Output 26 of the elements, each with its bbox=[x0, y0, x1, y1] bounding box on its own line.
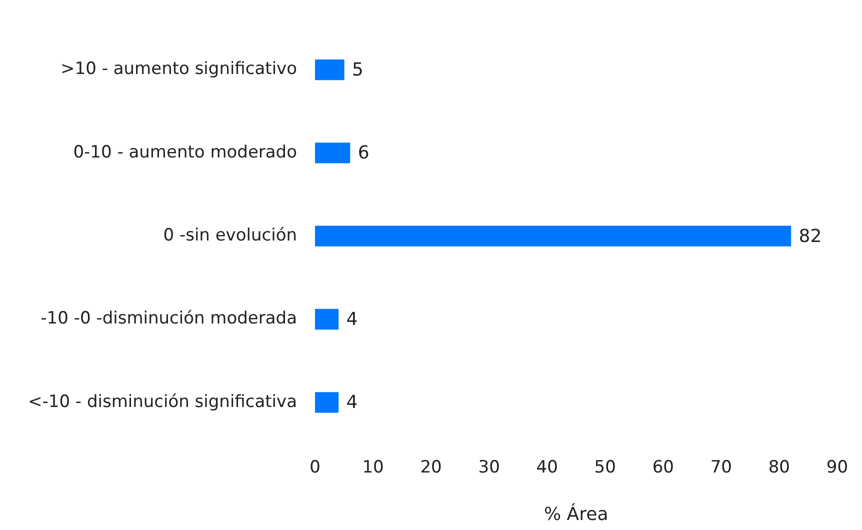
data-label: 4 bbox=[346, 392, 358, 414]
bar bbox=[315, 392, 339, 413]
y-tick-label: <-10 - disminución significativa bbox=[28, 392, 298, 412]
y-tick-label: -10 -0 -disminución moderada bbox=[40, 308, 298, 329]
x-tick-label: 30 bbox=[478, 458, 500, 478]
data-label: 5 bbox=[352, 59, 364, 80]
bar bbox=[315, 142, 350, 164]
x-tick-label: 90 bbox=[826, 458, 848, 478]
x-tick-label: 70 bbox=[710, 458, 732, 478]
data-label: 6 bbox=[358, 142, 370, 164]
y-tick-label: 0-10 - aumento moderado bbox=[73, 142, 298, 162]
data-label: 4 bbox=[346, 308, 358, 330]
y-tick-label: 0 -sin evolución bbox=[163, 226, 298, 246]
x-tick-label: 10 bbox=[362, 458, 384, 478]
bar bbox=[315, 59, 344, 80]
x-tick-label: 50 bbox=[594, 458, 616, 478]
x-tick-label: 0 bbox=[310, 458, 320, 478]
x-tick-label: 80 bbox=[768, 458, 790, 478]
x-tick-label: 40 bbox=[536, 458, 558, 478]
data-label: 82 bbox=[798, 226, 822, 247]
y-tick-label: >10 - aumento significativo bbox=[60, 59, 298, 80]
x-tick-label: 60 bbox=[652, 458, 674, 478]
bar bbox=[315, 226, 792, 246]
x-tick-label: 20 bbox=[420, 458, 442, 478]
x-axis-title: % Área bbox=[544, 502, 608, 525]
bar bbox=[315, 308, 339, 330]
